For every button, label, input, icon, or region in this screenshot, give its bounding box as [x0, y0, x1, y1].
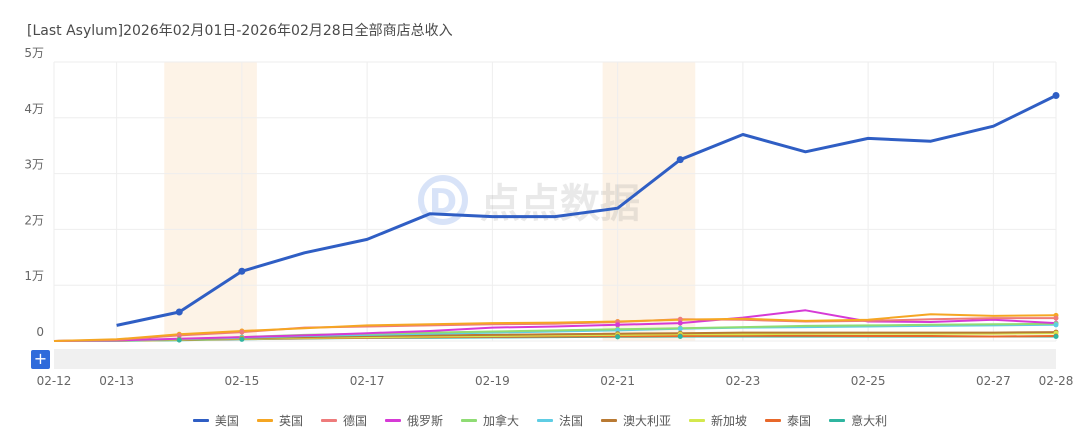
data-point[interactable] — [1052, 91, 1060, 99]
x-axis: 02-12 02-13 02-15 02-17 02-19 02-21 02-23 02-25… — [37, 374, 1074, 388]
data-point[interactable] — [239, 329, 245, 335]
legend-item[interactable]: 加拿大 — [460, 412, 519, 429]
series-line-德国[interactable] — [53, 317, 1056, 342]
legend-label: 德国 — [342, 414, 367, 428]
y-tick-label: 3万 — [24, 158, 44, 172]
legend-label: 俄罗斯 — [406, 414, 443, 428]
legend-item[interactable]: 新加坡 — [689, 412, 747, 429]
legend-label: 新加坡 — [711, 414, 748, 428]
legend-swatch — [460, 419, 477, 422]
data-point[interactable] — [677, 326, 683, 332]
data-point[interactable] — [676, 156, 684, 164]
legend-swatch — [829, 419, 846, 422]
legend: 美国 英国 德国 俄罗斯 加拿大 法国 澳大利亚 新加坡 泰国 意大利 — [0, 412, 1080, 429]
x-tick-label: 02-25 — [851, 374, 886, 388]
legend-label: 法国 — [559, 414, 584, 428]
legend-swatch — [601, 419, 618, 422]
watermark-text: 点点数据 — [480, 181, 640, 227]
x-tick-label: 02-27 — [976, 374, 1011, 388]
y-tick-label: 5万 — [24, 46, 44, 60]
legend-item[interactable]: 澳大利亚 — [601, 412, 671, 429]
x-tick-label: 02-28 — [1039, 374, 1074, 388]
data-point[interactable] — [677, 316, 683, 322]
y-axis: 0 1万 2万 3万 4万 5万 — [24, 46, 44, 339]
legend-item[interactable]: 美国 — [192, 412, 239, 429]
x-tick-label: 02-19 — [475, 374, 510, 388]
series-line-英国[interactable] — [53, 313, 1057, 342]
legend-label: 加拿大 — [482, 414, 519, 428]
legend-item[interactable]: 德国 — [320, 412, 367, 429]
legend-label: 英国 — [278, 414, 303, 428]
data-point[interactable] — [1053, 334, 1059, 340]
series-line-俄罗斯[interactable] — [53, 309, 1057, 342]
series-lines — [53, 91, 1060, 343]
legend-label: 泰国 — [787, 414, 812, 428]
data-point[interactable] — [677, 320, 683, 326]
watermark: D 点点数据 — [418, 175, 640, 227]
x-tick-label: 02-17 — [350, 374, 385, 388]
x-tick-label: 02-15 — [224, 374, 259, 388]
x-tick-label: 02-21 — [600, 374, 635, 388]
highlight-band-0 — [164, 62, 257, 341]
legend-item[interactable]: 俄罗斯 — [384, 412, 443, 429]
data-point[interactable] — [677, 334, 683, 340]
data-point[interactable] — [1053, 322, 1059, 328]
series-line-美国[interactable] — [116, 94, 1057, 327]
y-tick-label: 1万 — [24, 269, 44, 283]
data-point[interactable] — [238, 267, 246, 275]
y-tick-label: 4万 — [24, 102, 44, 116]
data-point[interactable] — [239, 336, 245, 342]
data-point[interactable] — [615, 322, 621, 328]
legend-item[interactable]: 泰国 — [765, 412, 811, 429]
legend-label: 美国 — [214, 414, 239, 428]
zoom-strip[interactable] — [54, 349, 1056, 369]
data-point[interactable] — [175, 308, 183, 316]
legend-swatch — [689, 419, 706, 422]
legend-swatch — [537, 419, 553, 422]
x-tick-label: 02-13 — [99, 374, 134, 388]
y-tick-label: 0 — [36, 325, 44, 339]
x-tick-label: 02-12 — [37, 374, 72, 388]
chart-title: [Last Asylum]2026年02月01日-2026年02月28日全部商店… — [27, 23, 453, 39]
data-point[interactable] — [615, 334, 621, 340]
data-point[interactable] — [1053, 315, 1059, 321]
legend-item[interactable]: 意大利 — [829, 412, 887, 429]
legend-swatch — [765, 419, 782, 422]
legend-label: 澳大利亚 — [623, 414, 672, 428]
y-tick-label: 2万 — [24, 213, 44, 227]
legend-swatch — [192, 419, 209, 422]
grid-lines — [53, 61, 1057, 342]
legend-swatch — [256, 419, 273, 422]
legend-swatch — [320, 419, 337, 422]
x-tick-label: 02-23 — [725, 374, 760, 388]
legend-item[interactable]: 英国 — [256, 412, 303, 429]
legend-swatch — [384, 419, 401, 422]
data-point[interactable] — [176, 337, 182, 343]
legend-item[interactable]: 法国 — [537, 412, 583, 429]
zoom-expand-button[interactable]: + — [31, 350, 50, 369]
legend-label: 意大利 — [851, 414, 888, 428]
